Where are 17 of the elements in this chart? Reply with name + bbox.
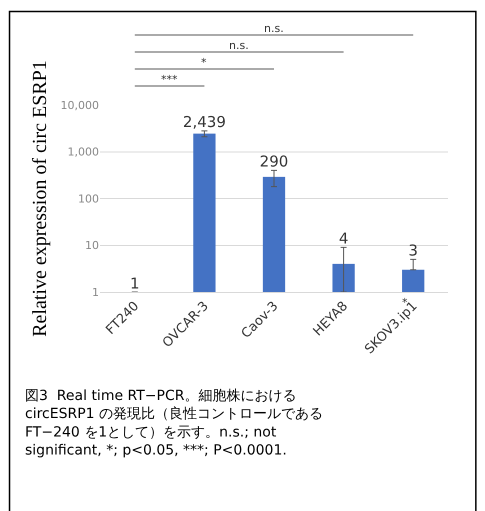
y-tick-label: 1 — [92, 286, 99, 299]
text: n.s. — [229, 39, 249, 52]
text: n.s. — [264, 22, 284, 35]
y-tick-label: 10,000 — [60, 98, 99, 112]
y-tick-label: 1,000 — [68, 146, 99, 159]
caption: 図3 Real time RT−PCR。細胞株における circESRP1 の発現比（良性コントロールである FT−240 を1として）を示す。n.s.; not significant, *; p<0.05, ***; P<0.0001. — [25, 388, 323, 459]
data-label: 4 — [338, 230, 348, 248]
text: *** — [161, 73, 178, 86]
y-tick-label: 100 — [78, 192, 99, 206]
y-axis-title: Relative expression of circ ESRP1 — [29, 60, 51, 337]
data-label: 290 — [260, 152, 288, 171]
y-tick-label: 10 — [85, 239, 99, 252]
text: * — [201, 56, 207, 69]
data-label: 2,439 — [182, 113, 226, 132]
text: * — [402, 296, 408, 309]
data-label: 3 — [408, 242, 418, 260]
data-label: 1 — [130, 274, 140, 292]
